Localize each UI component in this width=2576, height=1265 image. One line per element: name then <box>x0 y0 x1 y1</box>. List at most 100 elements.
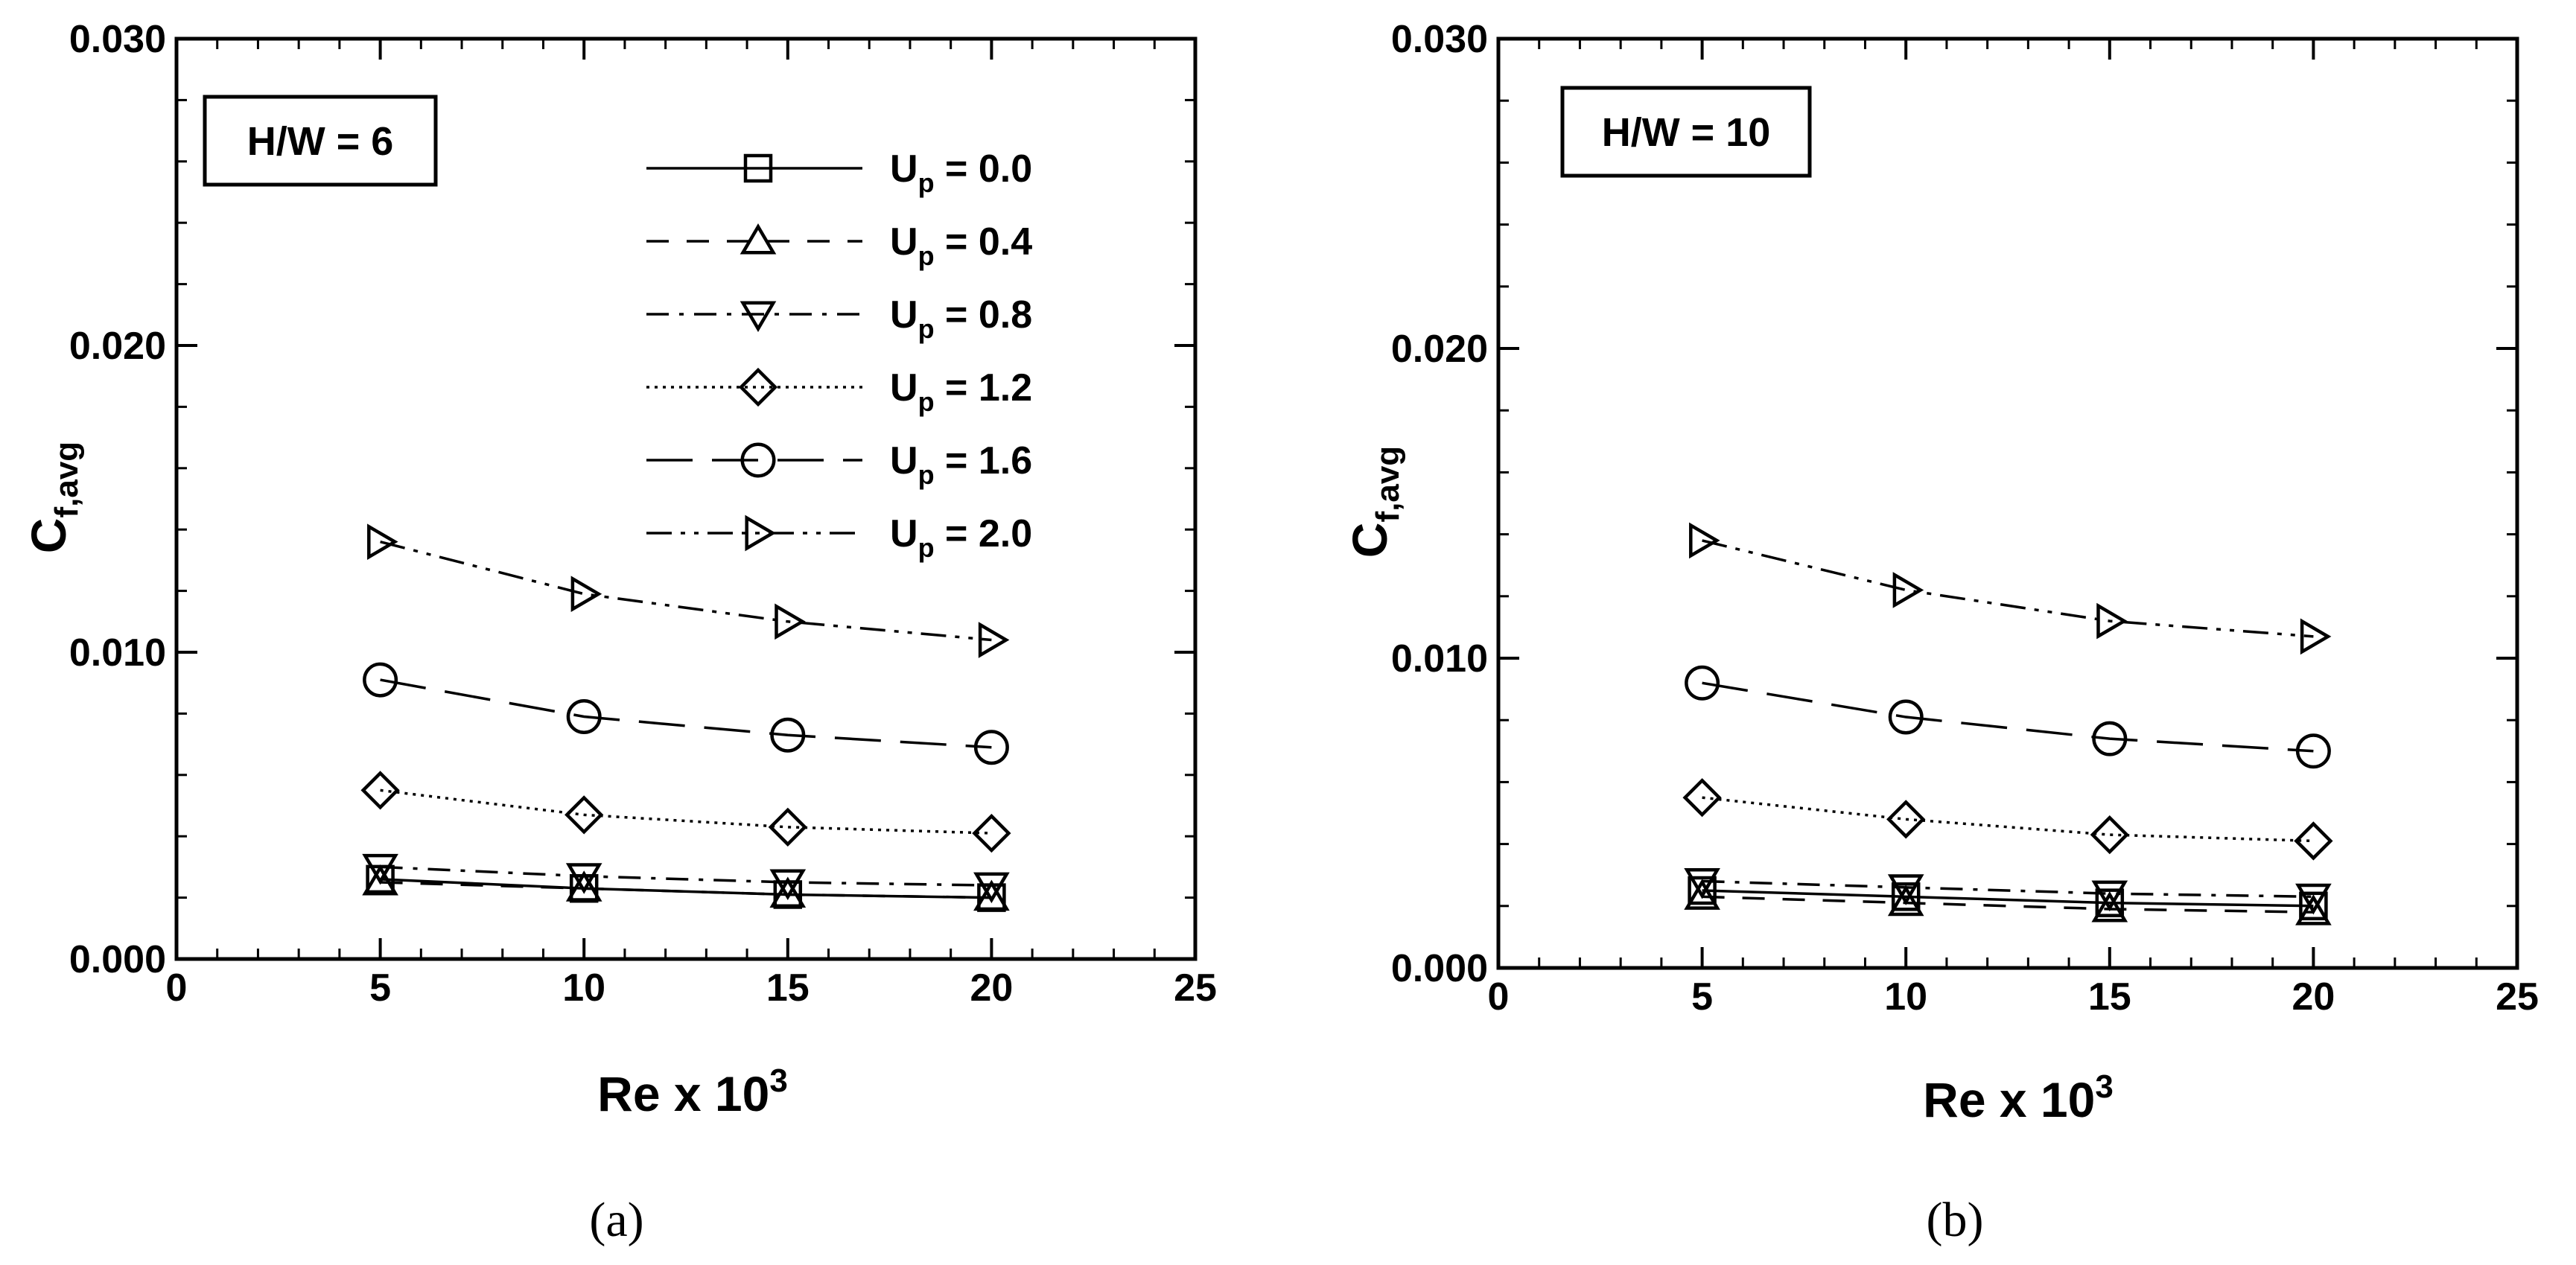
data-point-diamond <box>2294 821 2333 861</box>
x-tick-label: 10 <box>562 966 605 1010</box>
y-tick-label: 0.010 <box>69 631 166 675</box>
data-point-circle <box>740 442 776 478</box>
x-tick-label: 0 <box>1488 975 1510 1019</box>
axis-ticks <box>175 37 1197 960</box>
plot-frame <box>174 36 1198 961</box>
data-point-triangle-down <box>2091 880 2128 912</box>
legend-label: Up = 0.8 <box>890 293 1032 344</box>
x-tick-label: 10 <box>1884 975 1927 1019</box>
data-point-diamond <box>768 807 807 847</box>
series-circle <box>363 662 1009 765</box>
condition-box-border <box>203 95 438 187</box>
y-tick-label: 0.020 <box>69 325 166 368</box>
data-point-circle <box>1685 665 1720 701</box>
data-point-triangle-right <box>1689 522 1720 559</box>
data-point-triangle-up <box>1684 879 1720 910</box>
data-point-diamond <box>360 771 400 810</box>
legend-sample <box>646 442 862 478</box>
series-line <box>380 865 992 887</box>
data-point-circle <box>973 730 1009 765</box>
data-point-circle <box>566 699 602 735</box>
data-point-triangle-down <box>362 853 398 885</box>
condition-label: H/W = 6 <box>247 119 394 164</box>
data-point-triangle-down <box>973 872 1010 904</box>
series-line <box>380 881 992 899</box>
y-axis-title: Cf,avg <box>1342 446 1406 558</box>
data-point-triangle-up <box>2295 894 2332 925</box>
data-point-diamond <box>565 795 604 835</box>
legend-item: Up = 1.6 <box>646 439 1032 490</box>
series-line <box>1702 879 2314 899</box>
tick-labels: 0 5 10 15 20 25 0.000 0.010 0.020 0.030 <box>69 18 1217 1010</box>
y-tick-label: 0.020 <box>1391 328 1488 371</box>
data-point-diamond <box>1886 800 1926 839</box>
data-point-square <box>1891 882 1921 911</box>
series-line <box>1702 681 2314 753</box>
legend-item: Up = 0.8 <box>646 293 1032 344</box>
data-point-diamond <box>972 813 1011 853</box>
data-point-diamond <box>2090 815 2129 855</box>
x-axis-title: Re x 103 <box>597 1062 788 1121</box>
x-tick-label: 20 <box>970 966 1013 1010</box>
data-point-square <box>2095 888 2125 917</box>
condition-label: H/W = 10 <box>1602 110 1771 155</box>
series-line <box>380 878 992 899</box>
series-square <box>366 864 1006 912</box>
data-point-triangle-right <box>2096 602 2128 640</box>
data-point-circle <box>2295 733 2331 769</box>
data-point-circle <box>1888 699 1924 735</box>
legend-label: Up = 1.6 <box>890 439 1032 490</box>
series-diamond <box>360 771 1011 853</box>
series-square <box>1688 876 2328 921</box>
x-tick-label: 5 <box>369 966 391 1010</box>
data-point-triangle-down <box>1887 874 1924 905</box>
chart-panel-a: 0 5 10 15 20 25 0.000 0.010 0.020 0.030 H/W = 6 U… <box>21 18 1217 1247</box>
data-point-triangle-up <box>565 870 602 902</box>
legend-sample <box>646 301 862 333</box>
data-point-triangle-up <box>2091 890 2128 923</box>
data-point-circle <box>363 662 398 698</box>
series-line <box>380 540 992 642</box>
data-point-circle <box>770 717 806 753</box>
data-point-square <box>2299 891 2328 921</box>
y-tick-label: 0.000 <box>1391 947 1488 990</box>
legend-sample <box>646 153 862 183</box>
x-tick-label: 15 <box>766 966 810 1010</box>
x-tick-label: 20 <box>2292 975 2335 1019</box>
y-axis-title: Cf,avg <box>21 442 85 553</box>
data-point-square <box>1688 876 1717 905</box>
data-point-triangle-down <box>1684 867 1720 899</box>
data-point-triangle-right <box>775 603 806 640</box>
data-point-triangle-down <box>565 863 602 894</box>
data-point-triangle-right <box>367 523 398 561</box>
series-triangle-up <box>362 864 1010 911</box>
data-point-square <box>743 153 773 183</box>
tick-labels: 0 5 10 15 20 25 0.000 0.010 0.020 0.030 <box>1391 18 2539 1019</box>
data-series <box>360 523 1011 912</box>
data-point-triangle-up <box>769 876 807 908</box>
data-point-triangle-down <box>740 301 777 333</box>
y-tick-label: 0.000 <box>69 938 166 981</box>
series-diamond <box>1682 778 2333 861</box>
legend: Up = 0.0 Up = 0.4 Up = 0.8 Up = 1.2 Up =… <box>646 147 1032 563</box>
series-line <box>1702 895 2314 914</box>
series-triangle-down <box>1684 867 2332 915</box>
series-line <box>1702 796 2314 843</box>
data-point-triangle-up <box>1887 885 1924 917</box>
legend-label: Up = 2.0 <box>890 512 1032 563</box>
series-line <box>1702 539 2314 638</box>
y-tick-label: 0.010 <box>1391 637 1488 681</box>
data-point-triangle-right <box>2300 618 2332 655</box>
data-point-triangle-down <box>769 869 807 901</box>
series-circle <box>1685 665 2331 769</box>
series-line <box>380 678 992 749</box>
axis-ticks <box>1497 37 2519 969</box>
legend-sample <box>646 223 862 255</box>
data-point-triangle-right <box>1892 572 1924 608</box>
legend-label: Up = 1.2 <box>890 366 1032 417</box>
series-triangle-right <box>1689 522 2332 655</box>
data-point-triangle-up <box>740 223 777 255</box>
data-point-triangle-up <box>362 864 398 896</box>
y-tick-label: 0.030 <box>69 18 166 61</box>
